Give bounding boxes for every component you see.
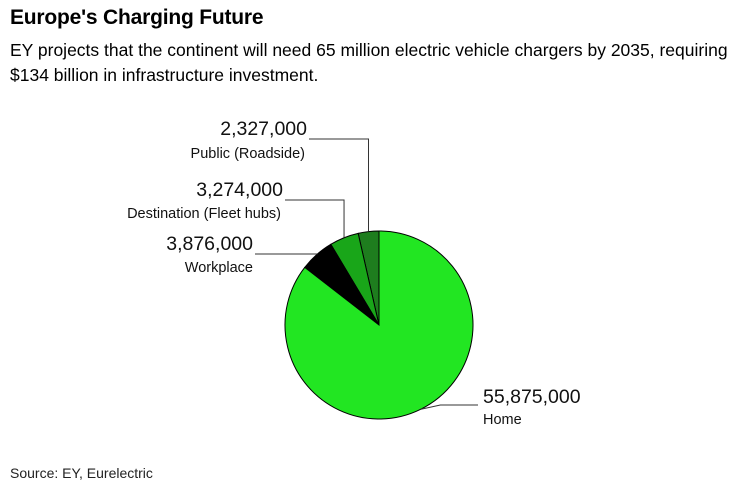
value-label-destination: 3,274,000 [196, 179, 283, 201]
category-label-public: Public (Roadside) [191, 146, 305, 162]
category-label-home: Home [483, 412, 522, 428]
value-label-home: 55,875,000 [483, 386, 581, 408]
value-label-public: 2,327,000 [220, 118, 307, 140]
chart-subtitle: EY projects that the continent will need… [10, 40, 728, 85]
leader-line-workplace [255, 253, 318, 255]
leader-line-destination [285, 199, 345, 238]
leader-line-home [420, 404, 478, 410]
leader-line-public [309, 138, 370, 232]
category-label-destination: Destination (Fleet hubs) [127, 206, 281, 222]
category-label-workplace: Workplace [185, 260, 253, 276]
pie-slice-home [284, 230, 474, 420]
chart-title: Europe's Charging Future [10, 6, 264, 29]
value-label-workplace: 3,876,000 [166, 233, 253, 255]
source-note: Source: EY, Eurelectric [10, 465, 153, 481]
